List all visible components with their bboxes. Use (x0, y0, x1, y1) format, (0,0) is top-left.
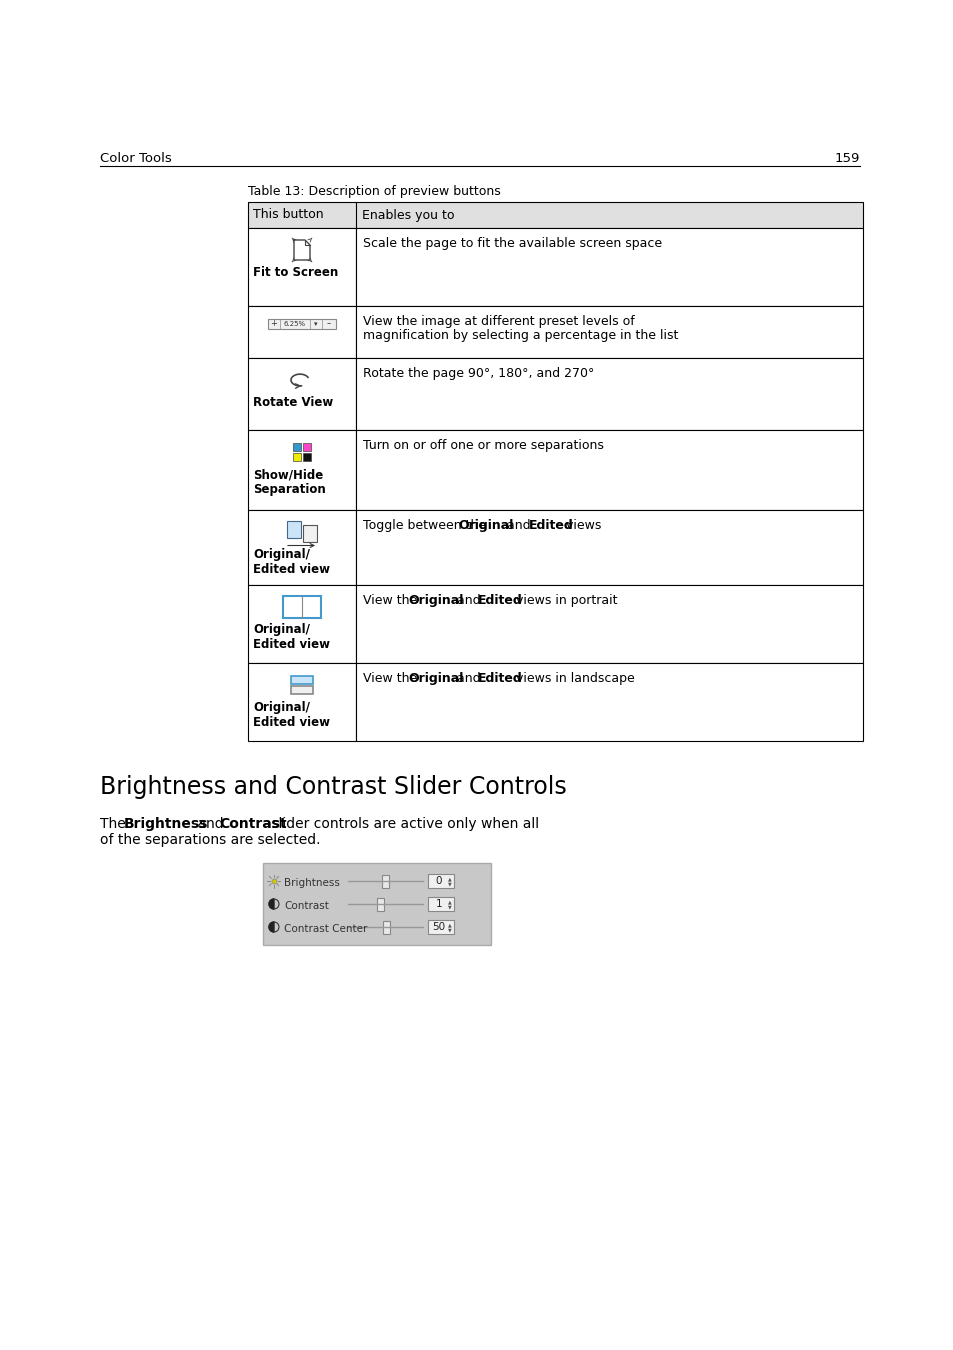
Text: Brightness and Contrast Slider Controls: Brightness and Contrast Slider Controls (100, 775, 566, 799)
Text: ▼: ▼ (448, 927, 452, 931)
Bar (287, 521, 301, 537)
Text: View the image at different preset levels of: View the image at different preset level… (363, 315, 634, 328)
Bar (383, 921, 390, 933)
Bar (248, 663, 355, 741)
Bar (291, 676, 313, 684)
Text: ▲: ▲ (448, 899, 452, 904)
Bar (355, 228, 862, 306)
Text: slider controls are active only when all: slider controls are active only when all (267, 817, 538, 832)
Text: and: and (453, 672, 484, 684)
Bar (428, 919, 454, 934)
Text: 50: 50 (432, 922, 445, 931)
Text: and: and (503, 518, 535, 532)
Bar (293, 454, 301, 460)
Text: Contrast: Contrast (284, 900, 329, 911)
Text: Scale the page to fit the available screen space: Scale the page to fit the available scre… (363, 238, 661, 250)
Bar (283, 595, 320, 618)
Text: Original/
Edited view: Original/ Edited view (253, 622, 330, 651)
Text: Rotate View: Rotate View (253, 396, 333, 409)
Bar (355, 663, 862, 741)
Text: Edited: Edited (477, 594, 522, 608)
Bar (355, 510, 862, 585)
Text: Contrast: Contrast (219, 817, 286, 832)
Bar (303, 525, 316, 541)
Bar (248, 202, 862, 228)
Text: This button: This button (253, 208, 323, 221)
Text: Original/
Edited view: Original/ Edited view (253, 548, 330, 576)
Bar (355, 585, 862, 663)
Text: Rotate the page 90°, 180°, and 270°: Rotate the page 90°, 180°, and 270° (363, 367, 594, 379)
Text: 1: 1 (436, 899, 442, 909)
Text: Brightness: Brightness (124, 817, 208, 832)
Text: Show/Hide
Separation: Show/Hide Separation (253, 468, 325, 495)
Text: views in portrait: views in portrait (511, 594, 617, 608)
Text: ▼: ▼ (448, 904, 452, 909)
Text: Color Tools: Color Tools (100, 151, 172, 165)
Text: Fit to Screen: Fit to Screen (253, 266, 338, 279)
Text: magnification by selecting a percentage in the list: magnification by selecting a percentage … (363, 329, 678, 342)
Bar (248, 358, 355, 431)
Bar (428, 896, 454, 911)
Text: Original/
Edited view: Original/ Edited view (253, 701, 330, 729)
Text: ▲: ▲ (448, 922, 452, 927)
Bar (248, 510, 355, 585)
Bar (355, 358, 862, 431)
Text: views: views (561, 518, 600, 532)
Text: Table 13: Description of preview buttons: Table 13: Description of preview buttons (248, 185, 500, 198)
Polygon shape (269, 899, 274, 909)
Bar (303, 443, 311, 451)
Text: Contrast Center: Contrast Center (284, 923, 367, 934)
Bar (248, 431, 355, 510)
Text: of the separations are selected.: of the separations are selected. (100, 833, 320, 846)
Text: ▲: ▲ (448, 876, 452, 882)
Text: Original: Original (458, 518, 514, 532)
Bar (376, 898, 383, 910)
Polygon shape (269, 922, 274, 931)
Bar (293, 443, 301, 451)
Bar (248, 228, 355, 306)
Bar (355, 431, 862, 510)
Text: 0: 0 (436, 876, 441, 886)
Text: ▾: ▾ (314, 321, 317, 327)
Text: views in landscape: views in landscape (511, 672, 634, 684)
Bar (291, 686, 313, 694)
Text: Turn on or off one or more separations: Turn on or off one or more separations (363, 439, 603, 452)
Bar (268, 319, 335, 329)
Text: Brightness: Brightness (284, 878, 339, 888)
Text: and: and (193, 817, 228, 832)
Text: 6.25%: 6.25% (284, 321, 306, 327)
Text: Enables you to: Enables you to (361, 208, 454, 221)
Bar (248, 306, 355, 358)
Text: –: – (327, 320, 331, 328)
Text: 159: 159 (834, 151, 859, 165)
Text: and: and (453, 594, 484, 608)
Bar (303, 454, 311, 460)
Text: Original: Original (408, 672, 463, 684)
Bar (355, 306, 862, 358)
Bar (381, 875, 389, 887)
Text: +: + (271, 320, 277, 328)
Text: The: The (100, 817, 130, 832)
Bar (248, 585, 355, 663)
Text: Original: Original (408, 594, 463, 608)
Bar (428, 873, 454, 888)
Text: View the: View the (363, 672, 421, 684)
Text: Edited: Edited (477, 672, 522, 684)
Text: Toggle between the: Toggle between the (363, 518, 490, 532)
Text: View the: View the (363, 594, 421, 608)
Text: ▼: ▼ (448, 882, 452, 886)
Text: Edited: Edited (528, 518, 573, 532)
Bar (263, 863, 491, 945)
